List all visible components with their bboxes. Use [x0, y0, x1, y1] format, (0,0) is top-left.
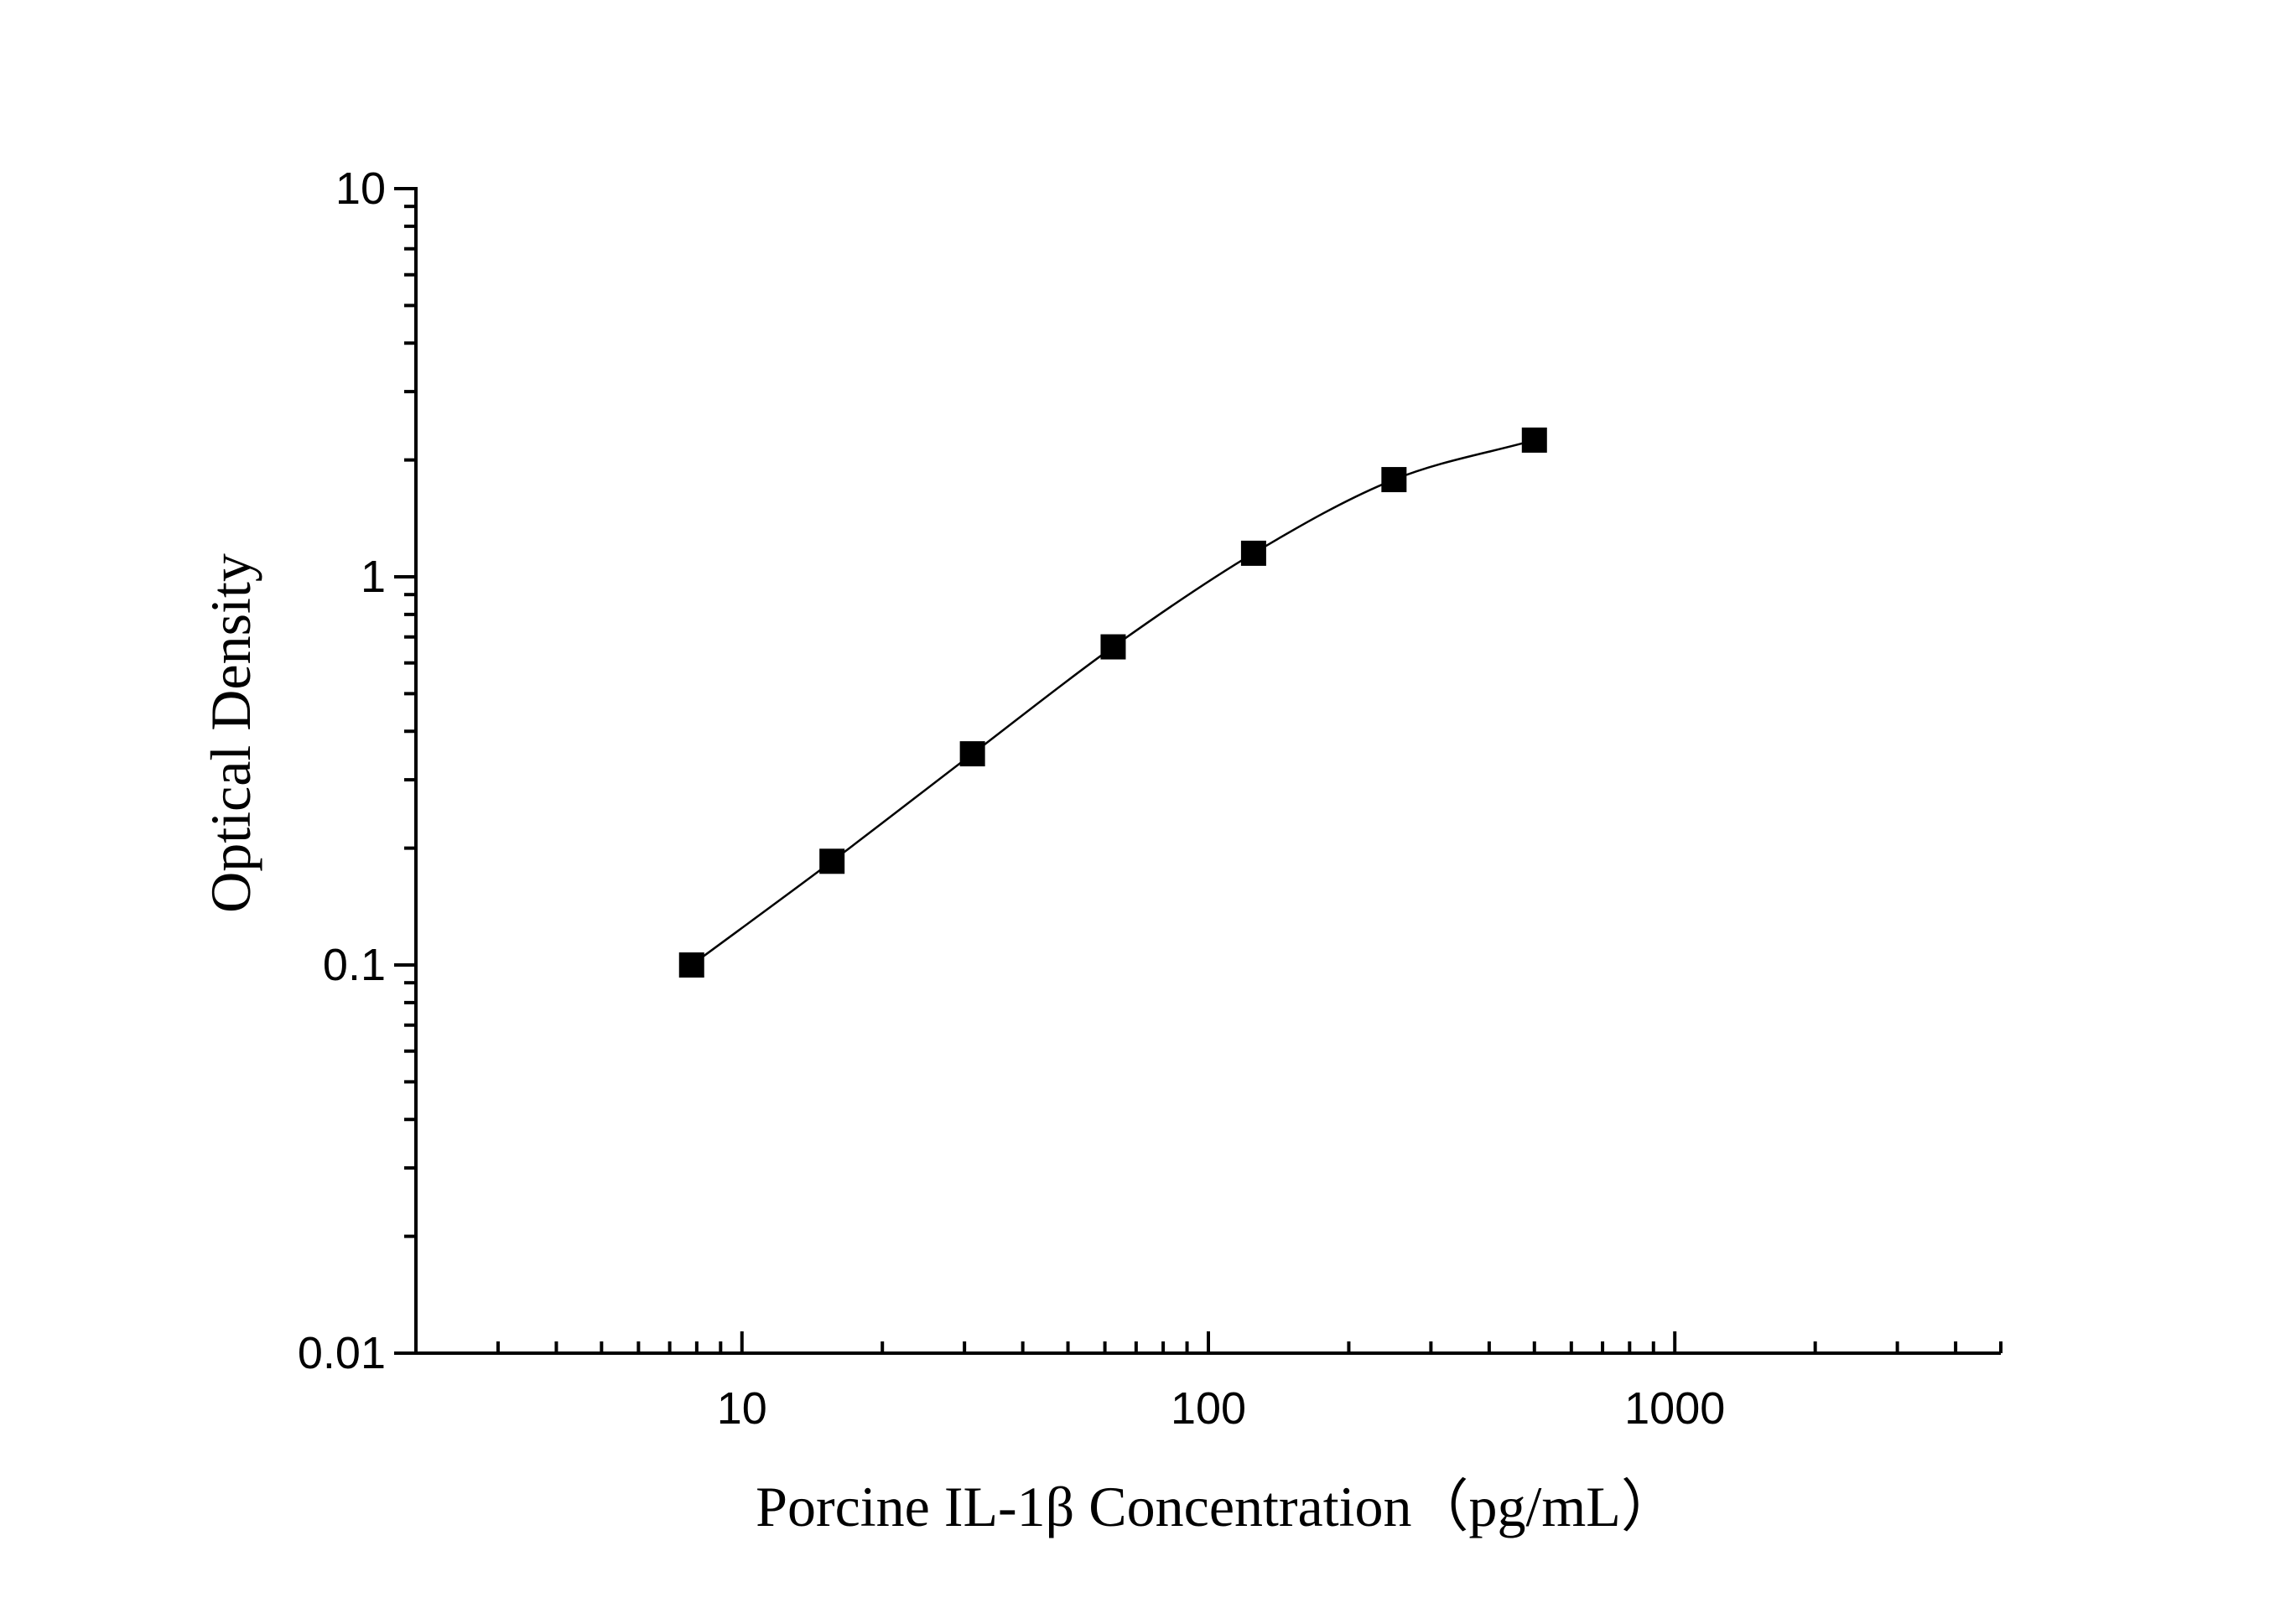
y-axis: 0.01 0.1 1 10	[298, 163, 418, 1378]
x-tick-label: 1000	[1624, 1383, 1725, 1434]
data-point-square	[1521, 427, 1547, 453]
y-axis-title: Optical Density	[199, 553, 262, 913]
x-tick-label: 100	[1171, 1383, 1246, 1434]
data-point-square	[819, 848, 845, 874]
data-points	[678, 427, 1547, 978]
y-tick-label: 0.1	[323, 940, 386, 990]
data-point-square	[959, 741, 985, 767]
data-point-square	[678, 952, 704, 978]
fit-curve	[691, 438, 1535, 967]
y-tick-label: 1	[361, 552, 386, 602]
x-axis-title: Porcine IL-1β Concentration（pg/mL）	[756, 1475, 1678, 1538]
x-ticks: 10 100 1000	[414, 1331, 2003, 1434]
data-point-square	[1381, 467, 1407, 493]
y-tick-label: 10	[335, 163, 386, 214]
data-point-square	[1100, 634, 1126, 660]
x-axis: 10 100 1000	[414, 1331, 2003, 1434]
y-ticks: 0.01 0.1 1 10	[298, 163, 416, 1378]
y-tick-label: 0.01	[298, 1328, 386, 1378]
data-point-square	[1240, 540, 1266, 566]
x-tick-label: 10	[717, 1383, 767, 1434]
